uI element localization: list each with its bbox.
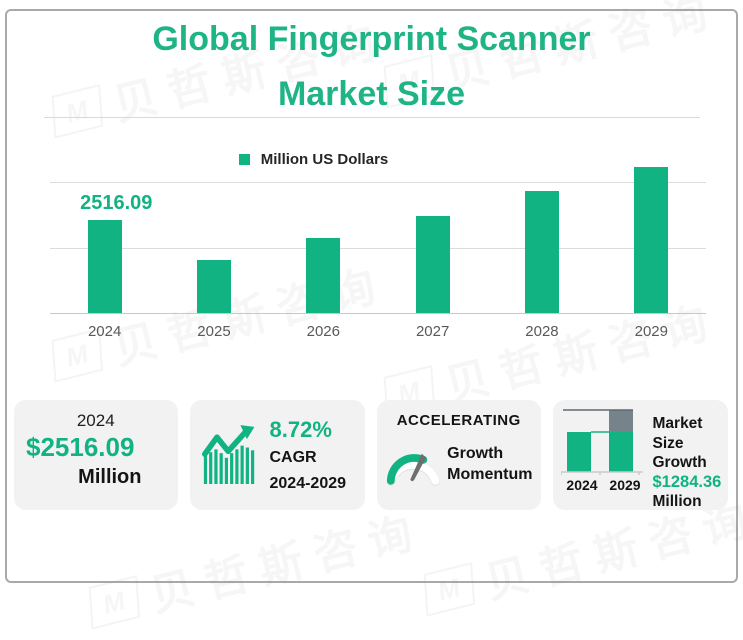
bar-slot-2024: 2516.09 2024 [50, 140, 159, 340]
growth-value: $1284.36 [652, 472, 722, 491]
cagr-label: CAGR [269, 449, 317, 466]
x-axis-label-2026: 2026 [306, 323, 340, 340]
bar-slot-2029: 2029 [597, 140, 706, 340]
gridline [50, 182, 706, 183]
page-title-line1: Global Fingerprint Scanner [152, 20, 591, 58]
x-axis-label-2027: 2027 [415, 323, 450, 340]
card-market-size-growth: 2024 2029 Market Size Growth $1284.36 Mi… [552, 400, 728, 510]
momentum-line2: Momentum [447, 466, 533, 483]
bar-value-label-2024: 2516.09 [80, 192, 153, 214]
growth-line1: Market Size [652, 415, 703, 452]
bar-chart-plot-area: 2516.09 2024 2025 2026 2027 2028 2029 [50, 140, 706, 340]
gridline [50, 248, 706, 249]
bar-slot-2027: 2027 [378, 140, 487, 340]
mini-growth-chart: 2024 2029 [560, 406, 647, 510]
card1-unit: Million [78, 466, 142, 488]
momentum-status: ACCELERATING [396, 412, 521, 429]
bar-slot-2026: 2026 [269, 140, 378, 340]
card-market-size-2024: 2024 $2516.09 Million [14, 400, 178, 510]
growth-line2: Growth [652, 454, 707, 471]
chart-legend: Million US Dollars [0, 151, 685, 168]
bar-2027 [415, 215, 450, 313]
bar-slot-2025: 2025 [159, 140, 268, 340]
bar-2026 [306, 237, 341, 313]
stat-cards-row: 2024 $2516.09 Million 8.72% CAGR 2024-20… [14, 400, 728, 510]
legend-label: Million US Dollars [260, 151, 389, 168]
title-separator [44, 117, 700, 118]
card-growth-momentum: ACCELERATING Growth Momentum [377, 400, 541, 510]
mini-chart-label-2024: 2024 [566, 477, 598, 493]
mini-chart-label-2029: 2029 [609, 477, 641, 493]
page-border-frame [5, 9, 738, 583]
legend-swatch-icon [238, 154, 250, 165]
x-axis-label-2025: 2025 [197, 323, 231, 340]
bar-slot-2028: 2028 [487, 140, 596, 340]
bar-2024: 2516.09 [80, 192, 152, 313]
momentum-line1: Growth [447, 445, 504, 462]
watermark-logo: M [88, 575, 141, 630]
bar-2029 [634, 167, 669, 313]
cagr-period: 2024-2029 [269, 475, 347, 492]
growth-chart-icon [201, 425, 254, 484]
x-axis-label-2029: 2029 [634, 323, 668, 340]
card1-year: 2024 [76, 411, 115, 430]
bar-2028 [524, 191, 559, 313]
mini-bar-chart-icon [560, 409, 643, 475]
bar-2025 [196, 259, 231, 313]
page-title-line2: Market Size [277, 75, 466, 113]
x-axis-label-2024: 2024 [87, 323, 122, 340]
card1-value: $2516.09 [26, 432, 135, 462]
growth-unit: Million [652, 493, 702, 510]
card-cagr: 8.72% CAGR 2024-2029 [189, 400, 365, 510]
gauge-icon [386, 453, 440, 485]
page-title: Global Fingerprint Scanner Market Size [0, 12, 743, 122]
cagr-value: 8.72% [269, 417, 332, 442]
x-axis-label-2028: 2028 [525, 323, 559, 340]
